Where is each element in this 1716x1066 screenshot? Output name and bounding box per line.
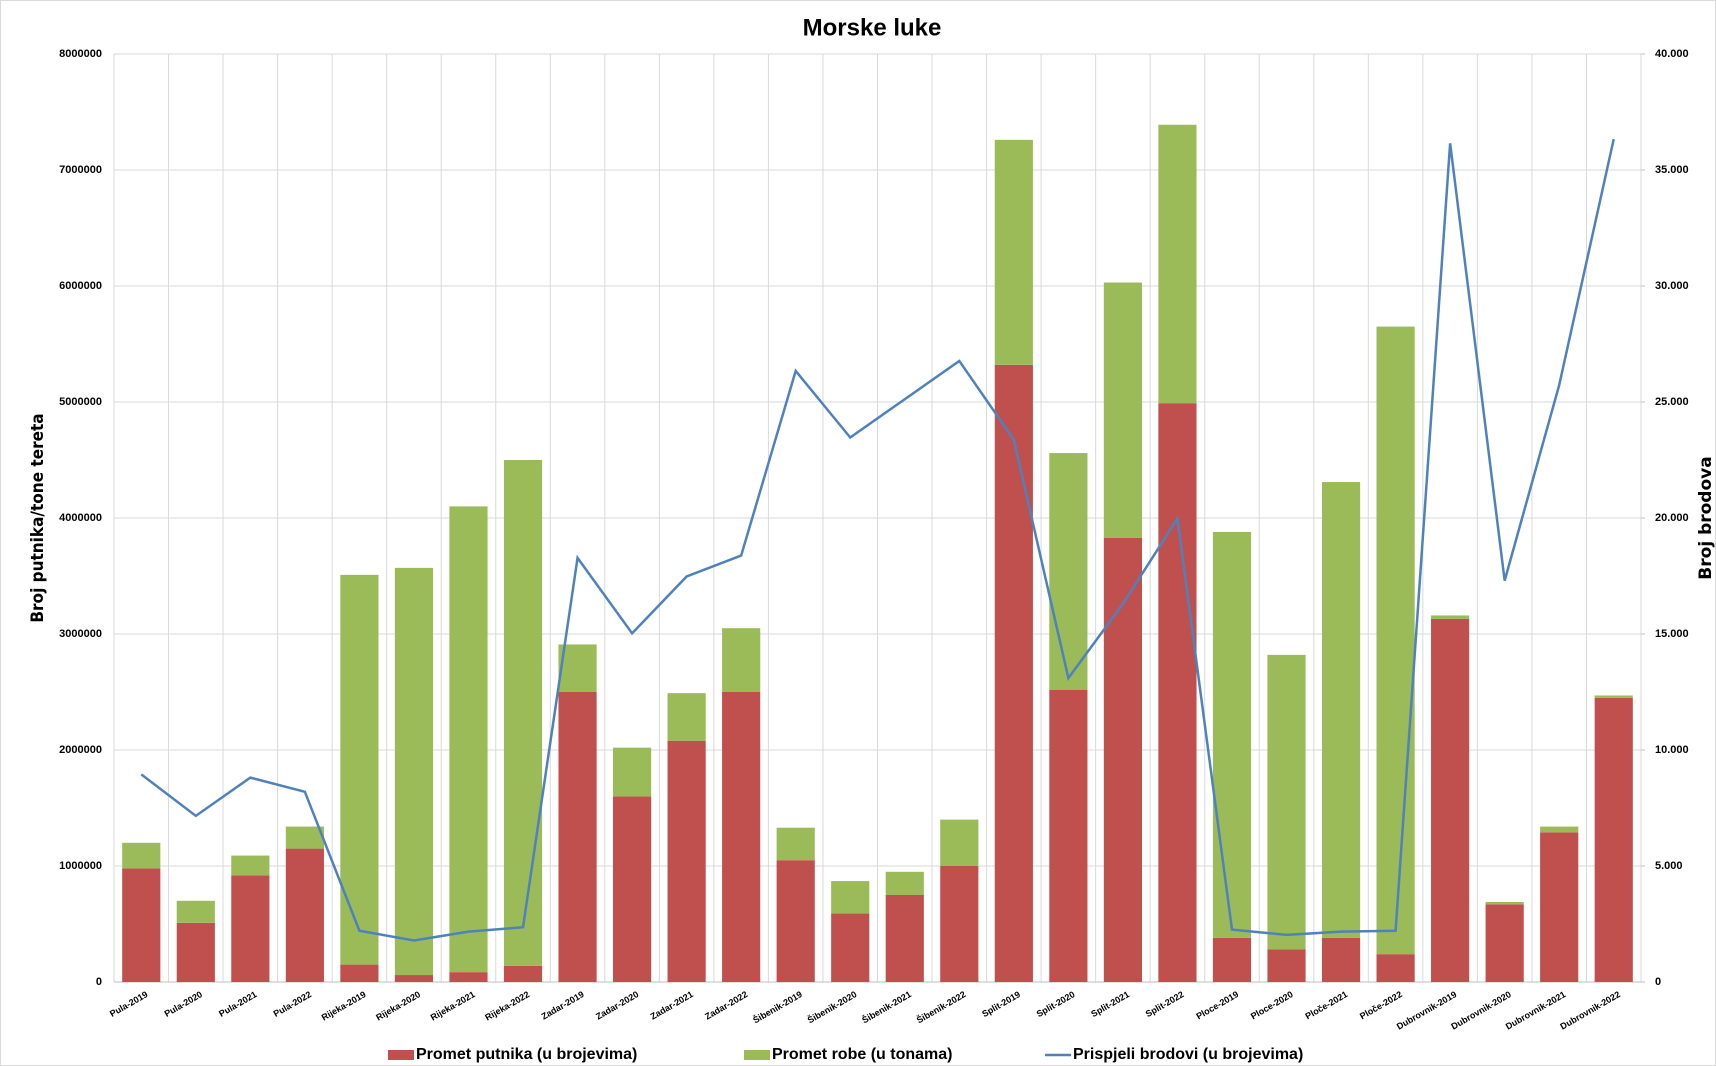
bar bbox=[1594, 697, 1633, 982]
bar bbox=[285, 826, 324, 849]
bar bbox=[558, 692, 597, 982]
bar bbox=[1540, 826, 1579, 833]
bar bbox=[449, 972, 488, 982]
bar bbox=[340, 574, 379, 965]
bar bbox=[503, 460, 543, 966]
y2-tick-label: 5.000 bbox=[1655, 860, 1683, 872]
bar bbox=[994, 139, 1033, 365]
bar bbox=[994, 364, 1033, 982]
bar bbox=[1321, 482, 1361, 938]
bar bbox=[776, 860, 815, 982]
y-tick-label: 3000000 bbox=[59, 628, 102, 640]
line-series bbox=[140, 138, 1615, 942]
bar bbox=[1267, 949, 1306, 982]
bar bbox=[1431, 618, 1470, 982]
y2-tick-label: 10.000 bbox=[1655, 744, 1689, 756]
bar bbox=[231, 875, 270, 982]
y-tick-label: 2000000 bbox=[59, 744, 102, 756]
bar bbox=[1049, 689, 1088, 982]
legend-label: Prispjeli brodovi (u brojevima) bbox=[1073, 1046, 1303, 1063]
bar bbox=[613, 796, 652, 982]
bar bbox=[885, 895, 924, 982]
bar bbox=[122, 842, 161, 869]
bar bbox=[176, 922, 215, 982]
bar bbox=[776, 827, 815, 861]
bar bbox=[1376, 326, 1415, 955]
y2-tick-label: 15.000 bbox=[1655, 628, 1689, 640]
y-tick-label: 1000000 bbox=[59, 860, 102, 872]
bar bbox=[1485, 904, 1524, 982]
bar bbox=[831, 881, 870, 914]
bar bbox=[613, 747, 652, 797]
y2-tick-label: 20.000 bbox=[1655, 512, 1689, 524]
y2-tick-label: 35.000 bbox=[1655, 164, 1689, 176]
legend-label: Promet robe (u tonama) bbox=[772, 1046, 952, 1063]
bar bbox=[176, 900, 215, 923]
y-tick-label: 7000000 bbox=[59, 164, 102, 176]
bar bbox=[394, 567, 434, 976]
y-tick-label: 8000000 bbox=[59, 48, 102, 60]
bar bbox=[1321, 937, 1361, 982]
y2-tick-label: 30.000 bbox=[1655, 280, 1689, 292]
bar bbox=[1103, 537, 1142, 982]
bar bbox=[285, 848, 324, 982]
y-axis-label: Broj putnika/tone tereta bbox=[28, 413, 48, 622]
bar bbox=[449, 506, 488, 973]
bar bbox=[1212, 937, 1252, 982]
bar bbox=[1158, 124, 1197, 404]
bar bbox=[122, 868, 161, 982]
chart-title: Morske luke bbox=[803, 14, 942, 41]
bar bbox=[722, 628, 761, 692]
bar bbox=[1485, 901, 1524, 905]
bar bbox=[394, 975, 434, 982]
bar bbox=[885, 871, 924, 895]
bar bbox=[1267, 654, 1306, 950]
bar bbox=[1540, 832, 1579, 982]
bar bbox=[667, 740, 706, 982]
y2-tick-label: 25.000 bbox=[1655, 396, 1689, 408]
bar bbox=[1158, 403, 1197, 982]
legend-swatch bbox=[744, 1050, 770, 1060]
bar bbox=[1594, 695, 1633, 698]
bar bbox=[1212, 531, 1252, 938]
y-tick-label: 6000000 bbox=[59, 280, 102, 292]
legend-label: Promet putnika (u brojevima) bbox=[416, 1046, 637, 1063]
y2-axis-label: Broj brodova bbox=[1696, 456, 1716, 579]
bar bbox=[831, 913, 870, 982]
y-tick-label: 4000000 bbox=[59, 512, 102, 524]
bar bbox=[940, 866, 979, 982]
bar bbox=[1376, 954, 1415, 982]
bar bbox=[1431, 615, 1470, 619]
bar bbox=[722, 692, 761, 982]
bar bbox=[503, 965, 543, 982]
legend-swatch bbox=[388, 1050, 414, 1060]
bar bbox=[1049, 453, 1088, 690]
bar bbox=[340, 964, 379, 982]
bar bbox=[231, 855, 270, 876]
bar bbox=[1103, 282, 1142, 538]
bar bbox=[667, 693, 706, 741]
y2-tick-label: 40.000 bbox=[1655, 48, 1689, 60]
y-tick-label: 5000000 bbox=[59, 396, 102, 408]
bar bbox=[940, 819, 979, 866]
y2-tick-label: 0 bbox=[1655, 976, 1661, 988]
y-tick-label: 0 bbox=[96, 976, 102, 988]
